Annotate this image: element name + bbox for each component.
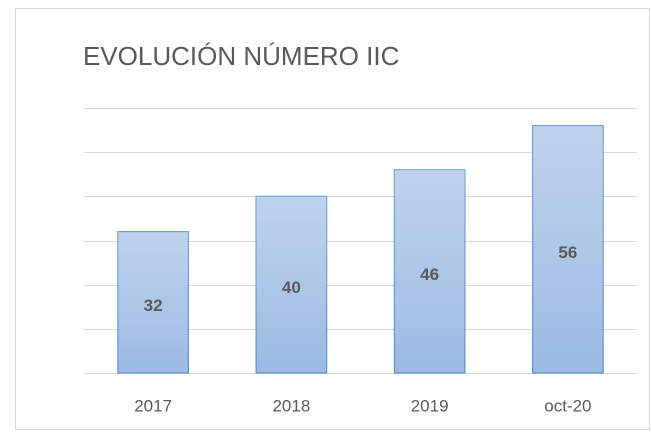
x-tick-label: oct-20: [544, 396, 591, 415]
x-tick-label: 2019: [411, 396, 449, 415]
value-label: 56: [558, 243, 577, 262]
value-label: 46: [420, 265, 439, 284]
x-tick-label: 2017: [134, 396, 172, 415]
x-tick-label: 2018: [272, 396, 310, 415]
value-label: 40: [282, 278, 301, 297]
value-label: 32: [144, 296, 163, 315]
chart-title: EVOLUCIÓN NÚMERO IIC: [83, 41, 399, 71]
